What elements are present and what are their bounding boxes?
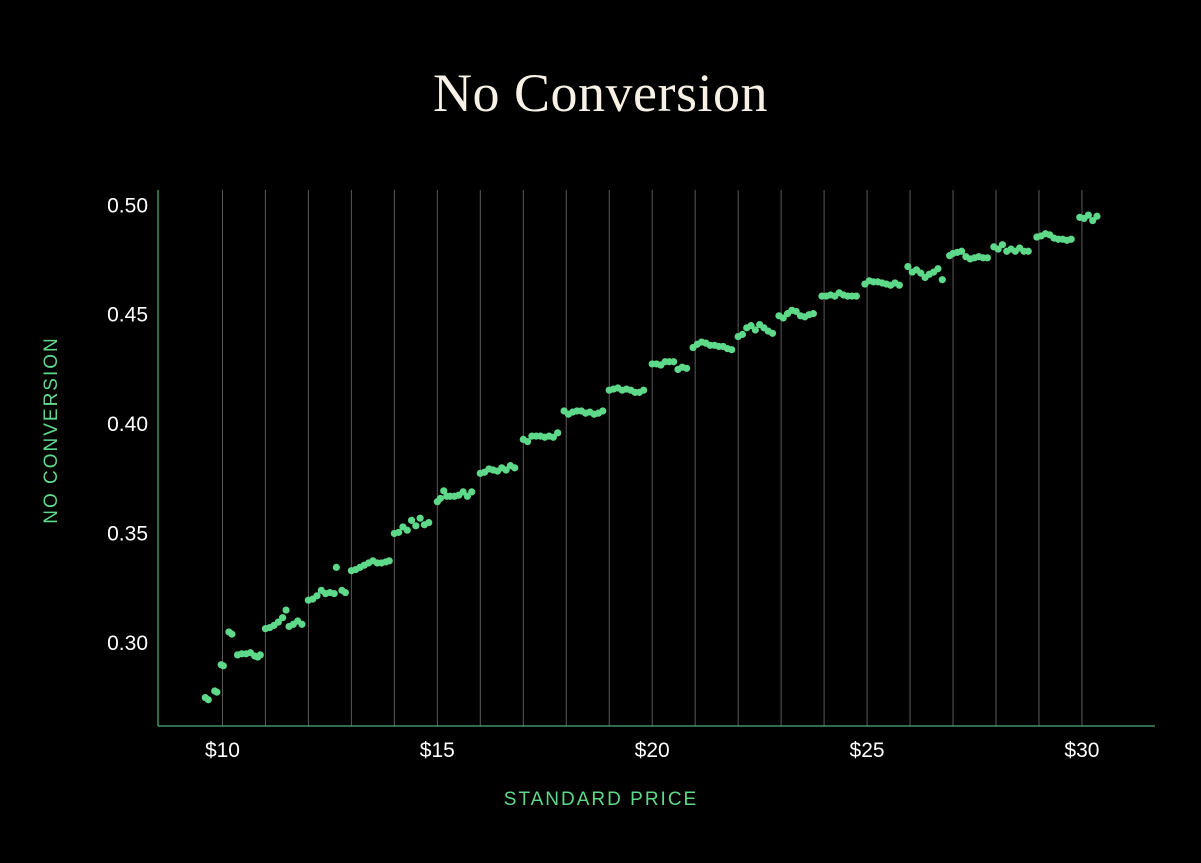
data-point xyxy=(219,662,227,670)
data-point xyxy=(523,437,532,446)
data-point xyxy=(416,514,424,522)
data-point xyxy=(412,522,420,530)
y-tick-label: 0.30 xyxy=(107,632,148,655)
data-point xyxy=(738,330,747,338)
y-tick-label: 0.45 xyxy=(107,304,148,327)
x-tick-label: $15 xyxy=(420,739,455,762)
data-point xyxy=(313,592,321,600)
data-point xyxy=(511,464,519,472)
data-point xyxy=(436,494,444,503)
data-point xyxy=(440,487,448,495)
data-point xyxy=(809,310,817,318)
y-tick-label: 0.35 xyxy=(107,522,148,545)
data-point xyxy=(407,516,416,524)
data-point xyxy=(385,557,393,565)
data-point xyxy=(1067,235,1075,243)
chart-title: No Conversion xyxy=(433,63,768,123)
data-point xyxy=(1084,211,1092,219)
y-axis-title: NO CONVERSION xyxy=(41,336,62,524)
data-point xyxy=(852,292,860,300)
data-point xyxy=(395,528,403,536)
y-tick-label: 0.40 xyxy=(107,413,148,436)
data-point xyxy=(670,358,678,366)
y-tick-label: 0.50 xyxy=(107,194,148,217)
data-point xyxy=(298,620,306,628)
data-point xyxy=(998,241,1007,249)
data-points xyxy=(201,211,1101,704)
x-axis-title: STANDARD PRICE xyxy=(504,789,698,810)
data-point xyxy=(330,590,338,598)
tick-labels: $10 $15 $20 $25 $30 0.30 0.35 0.40 0.45 0.50 xyxy=(107,194,1099,762)
data-point xyxy=(279,614,287,622)
data-point xyxy=(768,329,777,337)
data-point xyxy=(204,696,212,704)
x-tick-label: $30 xyxy=(1064,739,1099,762)
data-point xyxy=(682,364,691,372)
data-point xyxy=(341,588,349,597)
data-point xyxy=(1093,212,1101,220)
data-point xyxy=(425,518,433,527)
data-point xyxy=(640,386,648,394)
data-point xyxy=(904,262,912,271)
data-point xyxy=(403,526,411,534)
data-point xyxy=(895,281,903,289)
x-tick-label: $25 xyxy=(850,739,885,762)
data-point xyxy=(728,346,736,354)
data-point xyxy=(751,326,759,334)
x-tick-label: $10 xyxy=(205,739,240,762)
data-point xyxy=(228,630,236,638)
x-tick-label: $20 xyxy=(635,739,670,762)
data-point xyxy=(1024,247,1032,255)
data-point xyxy=(938,276,946,284)
gridlines xyxy=(221,190,1083,726)
data-point xyxy=(213,688,221,696)
data-point xyxy=(958,247,966,255)
data-point xyxy=(554,429,562,437)
data-point xyxy=(256,651,264,659)
data-point xyxy=(282,606,290,614)
data-point xyxy=(599,407,607,415)
data-point xyxy=(468,488,476,496)
data-point xyxy=(983,254,992,262)
data-point xyxy=(332,563,340,571)
data-point xyxy=(934,265,942,273)
axes xyxy=(157,190,1155,727)
